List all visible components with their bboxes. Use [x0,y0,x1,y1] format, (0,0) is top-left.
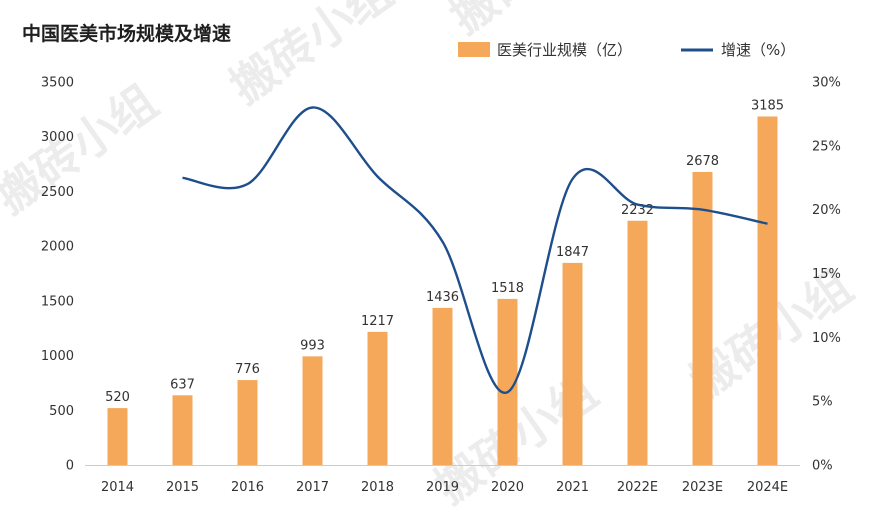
legend: 医美行业规模（亿） 增速（%） [458,41,795,59]
bar-series [107,116,778,465]
y-left-tick-label: 3000 [41,130,74,145]
watermark-text: 搬砖小组 [220,0,402,114]
bar-value-label: 520 [105,390,130,405]
bar [172,395,193,465]
y-axis-left: 0 500 1000 1500 2000 2500 3000 3500 [41,76,74,474]
bar [562,262,583,465]
y-left-tick-label: 0 [66,459,74,474]
bar-value-label: 993 [300,338,325,353]
chart-title: 中国医美市场规模及增速 [22,22,231,45]
legend-bar-label: 医美行业规模（亿） [497,41,632,59]
x-tick-label: 2018 [361,480,394,495]
x-tick-label: 2022E [617,480,658,495]
bar-value-label: 2678 [686,154,719,169]
x-tick-label: 2017 [296,480,329,495]
y-left-tick-label: 1500 [41,294,74,309]
y-left-tick-label: 3500 [41,76,74,91]
bar [627,220,648,465]
x-tick-label: 2020 [491,480,524,495]
y-right-tick-label: 30% [812,76,841,91]
bar-value-label: 1847 [556,245,589,260]
y-left-tick-label: 500 [49,404,74,419]
x-tick-label: 2014 [101,480,134,495]
x-tick-label: 2019 [426,480,459,495]
y-left-tick-label: 1000 [41,349,74,364]
y-right-tick-label: 25% [812,139,841,154]
bar [367,331,388,465]
x-tick-label: 2016 [231,480,264,495]
x-tick-label: 2023E [682,480,723,495]
y-right-tick-label: 15% [812,267,841,282]
y-right-tick-label: 0% [812,459,833,474]
y-left-tick-label: 2000 [41,240,74,255]
bar-value-label: 776 [235,362,260,377]
legend-bar-swatch [458,42,490,57]
bar [432,307,453,465]
x-axis: 2014 2015 2016 2017 2018 2019 2020 2021 2022E 202… [101,480,788,495]
legend-line-label: 增速（%） [721,41,795,59]
bar-value-label: 637 [170,377,195,392]
watermark-text: 搬砖小组 [440,0,622,44]
x-tick-label: 2021 [556,480,589,495]
watermark-text: 搬砖小组 [0,74,167,224]
x-tick-label: 2015 [166,480,199,495]
bar [302,356,323,465]
bar-value-label: 1518 [491,281,524,296]
bar [692,171,713,465]
bar [497,298,518,465]
bar-value-label: 3185 [751,98,784,113]
y-right-tick-label: 5% [812,395,833,410]
x-tick-label: 2024E [747,480,788,495]
y-right-tick-label: 20% [812,203,841,218]
bar [237,380,258,465]
bar-value-label: 1436 [426,290,459,305]
growth-line [182,106,768,394]
y-left-tick-label: 2500 [41,185,74,200]
y-right-tick-label: 10% [812,331,841,346]
y-axis-right: 0% 5% 10% 15% 20% 25% 30% [812,76,841,474]
bar [107,408,128,465]
bar [757,116,778,465]
bar-value-label: 1217 [361,314,394,329]
